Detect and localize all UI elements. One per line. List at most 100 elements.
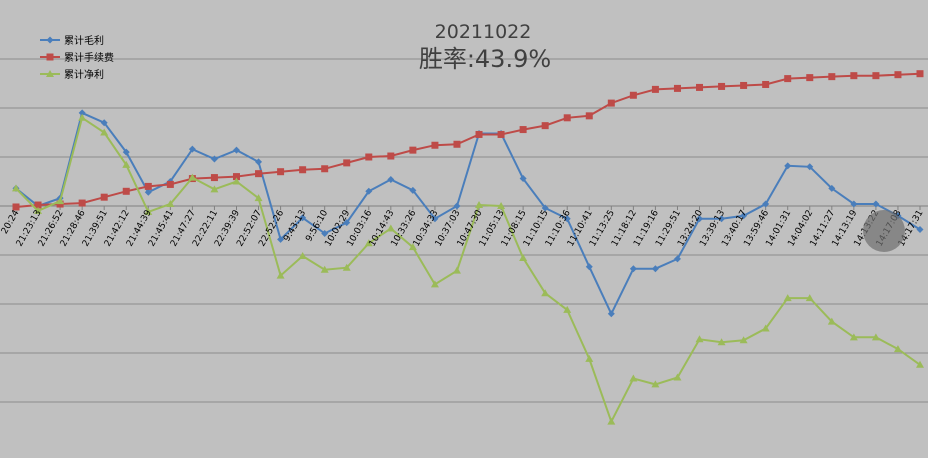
- data-point: [78, 113, 87, 121]
- data-point: [386, 224, 395, 232]
- data-point: [409, 186, 417, 194]
- data-point: [144, 207, 153, 215]
- data-point: [541, 204, 549, 212]
- chart-title: 20211022: [435, 21, 532, 43]
- data-point: [387, 152, 395, 160]
- data-point: [166, 200, 175, 208]
- data-point: [431, 215, 439, 223]
- data-point: [321, 165, 329, 173]
- data-point: [365, 153, 373, 161]
- data-point: [718, 82, 726, 90]
- data-point: [122, 148, 130, 156]
- data-point: [12, 184, 20, 192]
- data-point: [210, 174, 218, 182]
- legend-item: 累计毛利: [40, 34, 104, 47]
- data-point: [849, 333, 858, 341]
- data-point: [343, 219, 351, 227]
- data-point: [100, 193, 108, 201]
- data-point: [739, 336, 748, 344]
- data-point: [144, 188, 152, 196]
- data-point: [629, 91, 637, 99]
- data-point: [12, 203, 20, 211]
- data-point: [100, 119, 108, 127]
- data-point: [343, 159, 351, 167]
- series-line: [15, 72, 921, 208]
- data-point: [78, 199, 86, 207]
- data-point: [453, 140, 461, 148]
- data-point: [34, 201, 42, 209]
- data-point: [431, 141, 439, 149]
- data-point: [519, 253, 528, 261]
- data-point: [255, 170, 263, 178]
- data-point: [916, 70, 924, 78]
- data-point: [916, 360, 924, 368]
- data-point: [651, 265, 659, 273]
- data-point: [783, 294, 792, 302]
- gridlines: [0, 58, 928, 403]
- data-point: [276, 271, 285, 279]
- data-point: [695, 335, 704, 343]
- data-point: [916, 226, 924, 234]
- data-point: [893, 345, 902, 353]
- data-point: [299, 166, 307, 174]
- data-point: [475, 130, 483, 138]
- data-point: [894, 71, 902, 79]
- data-point: [740, 212, 748, 220]
- legend-label: 累计手续费: [64, 51, 114, 64]
- data-point: [762, 80, 770, 88]
- data-point: [828, 73, 836, 81]
- data-point: [519, 126, 527, 134]
- data-point: [607, 99, 615, 107]
- legend-label: 累计净利: [64, 68, 104, 81]
- data-point: [409, 146, 417, 154]
- data-point: [232, 173, 240, 181]
- data-point: [232, 146, 240, 154]
- data-point: [850, 200, 858, 208]
- data-point: [78, 109, 86, 117]
- data-point: [827, 317, 836, 325]
- data-point: [320, 265, 329, 273]
- data-point: [342, 263, 351, 271]
- data-point: [210, 185, 219, 193]
- data-point: [872, 72, 880, 80]
- data-point: [408, 243, 417, 251]
- data-point: [871, 333, 880, 341]
- data-point: [497, 130, 505, 138]
- data-point: [806, 163, 814, 171]
- data-point: [387, 176, 395, 184]
- data-point: [563, 114, 571, 122]
- data-point: [166, 180, 174, 188]
- data-point: [651, 85, 659, 93]
- series-2: [12, 70, 924, 211]
- chart-subtitle: 胜率:43.9%: [419, 45, 551, 73]
- data-point: [255, 158, 263, 166]
- data-point: [629, 374, 638, 382]
- data-point: [188, 173, 197, 181]
- data-point: [784, 75, 792, 83]
- data-point: [651, 380, 660, 388]
- data-point: [56, 197, 65, 205]
- legend-marker: [46, 53, 54, 61]
- data-point: [34, 206, 43, 214]
- data-point: [122, 187, 130, 195]
- series-line: [15, 116, 921, 425]
- data-point: [673, 255, 681, 263]
- data-point: [740, 81, 748, 89]
- data-point: [673, 373, 682, 381]
- data-point: [299, 214, 307, 222]
- data-point: [541, 289, 550, 297]
- data-point: [519, 175, 527, 183]
- data-point: [365, 187, 373, 195]
- data-point: [144, 182, 152, 190]
- legend-item: 累计手续费: [40, 51, 114, 64]
- series-line: [15, 111, 921, 317]
- data-point: [629, 265, 637, 273]
- data-point: [277, 168, 285, 176]
- data-point: [718, 215, 726, 223]
- legend-marker: [46, 36, 54, 44]
- data-point: [607, 417, 616, 425]
- data-point: [806, 74, 814, 82]
